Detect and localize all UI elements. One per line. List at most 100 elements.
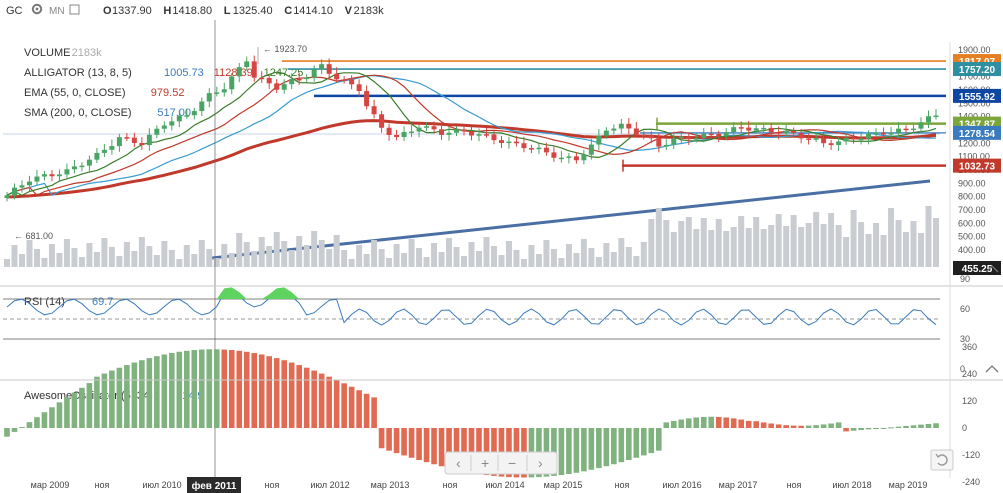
rsi-pane[interactable]: RSI (14) 69.7 90 60 30 0: [3, 274, 970, 374]
candle-body: [319, 64, 325, 70]
ohlc-key-l: L: [224, 5, 231, 17]
volume-bar: [835, 225, 842, 267]
candle-body: [558, 157, 564, 160]
ao-tick-label: 240: [962, 369, 977, 379]
ao-bar: [131, 362, 138, 428]
scroll-right-button[interactable]: ›: [538, 455, 543, 471]
candle-body: [281, 84, 287, 90]
candle-body: [221, 89, 227, 93]
ao-bar: [573, 428, 580, 473]
volume-bar: [685, 217, 692, 267]
volume-bar: [505, 241, 512, 267]
ao-bar: [71, 392, 78, 428]
ao-bar: [348, 386, 355, 428]
ao-bar: [416, 428, 422, 460]
zoom-out-button[interactable]: −: [508, 455, 516, 471]
volume-bar: [11, 245, 18, 267]
ao-bar: [49, 407, 55, 428]
ao-bar: [925, 423, 932, 428]
candle-body: [49, 174, 55, 177]
volume-bar: [708, 230, 715, 267]
ao-bar: [446, 428, 452, 469]
zoom-in-button[interactable]: +: [481, 455, 489, 471]
price-badge-label: 1347.87: [959, 120, 996, 131]
volume-bar: [468, 242, 475, 267]
price-badge: [953, 158, 1001, 173]
period-box-icon[interactable]: [69, 4, 80, 15]
volume-bar: [640, 242, 647, 267]
rsi-tick-label: 30: [960, 334, 970, 344]
indicator-legend: VOLUME 2183k ALLIGATOR (13, 8, 5) 1005.73 11…: [24, 47, 303, 119]
ao-bar: [858, 428, 864, 431]
candle-body: [926, 116, 932, 123]
scroll-left-button[interactable]: ‹: [456, 455, 461, 471]
ohlc-value-v: 2183k: [354, 5, 384, 17]
candle-body: [483, 134, 489, 136]
volume-bar: [371, 240, 378, 267]
candle-body: [101, 149, 107, 153]
candle-body: [521, 143, 527, 149]
candle-body: [573, 156, 579, 161]
candle-body: [626, 123, 632, 129]
volume-bar: [670, 232, 677, 267]
reset-icon[interactable]: [930, 449, 954, 471]
ao-bar: [700, 416, 707, 428]
volume-bar: [86, 243, 93, 267]
volume-bar: [408, 239, 415, 267]
ao-bar: [596, 428, 602, 469]
ao-bar: [303, 367, 310, 428]
ao-bar: [835, 422, 842, 428]
volume-bar: [760, 229, 767, 267]
rsi-overbought-area: [261, 287, 300, 299]
candle-body: [131, 137, 137, 143]
collapse-pane-chevron-icon[interactable]: [985, 365, 999, 373]
price-pane[interactable]: ← 1923.70 ← 681.00: [3, 20, 946, 478]
volume-bar: [813, 212, 820, 267]
price-badge-label: 1278.54: [959, 129, 996, 140]
candle-body: [866, 133, 872, 139]
settings-gear-icon[interactable]: [31, 3, 43, 15]
price-tick-label: 700.00: [958, 205, 986, 215]
ao-bar: [738, 419, 745, 428]
volume-bar: [693, 229, 700, 267]
ao-bar: [715, 416, 722, 428]
ao-pane[interactable]: AwesomeOscillator (5, 34)314.93602401200…: [4, 342, 980, 487]
volume-bar: [873, 223, 880, 267]
time-tick-label: ноя: [95, 480, 110, 490]
rsi-overbought-area: [216, 287, 255, 299]
price-badge-label: 1555.92: [959, 92, 996, 103]
ao-bar: [453, 428, 460, 470]
volume-bar: [850, 210, 857, 267]
ao-bar: [363, 393, 370, 428]
volume-bar: [843, 237, 850, 267]
volume-bar: [273, 232, 280, 267]
trend-line[interactable]: [211, 179, 931, 260]
volume-bar: [146, 246, 153, 267]
ao-tick-label: 360: [962, 342, 977, 352]
candle-body: [229, 76, 235, 90]
volume-bar: [475, 251, 482, 267]
ao-bar: [258, 354, 265, 428]
ao-bar: [341, 383, 347, 428]
rsi-label: RSI (14): [24, 296, 65, 308]
ao-bar: [198, 349, 205, 428]
ohlc-value-c: 1414.10: [293, 5, 333, 17]
ao-bar: [910, 425, 917, 428]
price-badge-label: 1032.73: [959, 162, 996, 173]
ao-bar: [693, 417, 700, 428]
candle-body: [349, 79, 355, 85]
candle-body: [798, 133, 804, 139]
time-tick-label: ноя: [615, 480, 630, 490]
candle-body: [918, 122, 924, 129]
volume-badge-label: 455.25: [962, 264, 993, 275]
period-label[interactable]: MN: [49, 6, 65, 17]
legend-value: 517.00: [157, 107, 191, 119]
volume-bar: [738, 216, 745, 267]
collapse-pane-chevron-icon[interactable]: [985, 265, 999, 273]
ao-bar: [251, 353, 258, 428]
candle-body: [394, 134, 400, 137]
volume-bar: [236, 233, 243, 267]
ao-bar: [26, 422, 33, 428]
volume-bar: [243, 242, 250, 267]
